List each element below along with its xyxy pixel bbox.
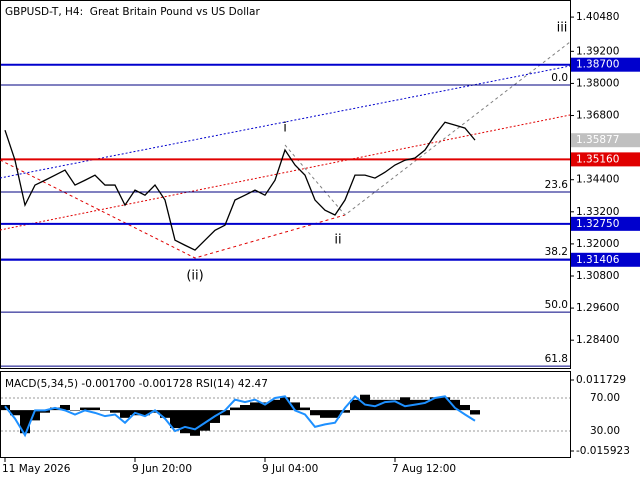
macd-bar [140, 410, 150, 416]
macd-bar [460, 404, 470, 411]
level-box [571, 152, 640, 167]
level-label: 1.32750 [576, 218, 619, 230]
macd-bar [310, 410, 320, 416]
macd-bar [300, 407, 310, 411]
macd-bar [390, 399, 400, 411]
status-text: MACD(5,34,5) [5, 378, 78, 390]
macd-bar [40, 410, 50, 413]
macd-bar [90, 407, 100, 411]
macd-bar [70, 410, 80, 411]
macd-bar [380, 399, 390, 411]
price-line [4, 121, 476, 251]
status-text: -0.001700 [81, 378, 135, 390]
macd-bar [240, 404, 250, 411]
level-box [571, 252, 640, 267]
price-box [571, 133, 640, 148]
channel-line [0, 114, 571, 231]
macd-bar [120, 410, 130, 418]
status-text: -0.001728 [139, 378, 193, 390]
y-tick-label: 1.36800 [576, 110, 619, 122]
rsi-line [4, 394, 476, 438]
level-box [571, 216, 640, 231]
macd-bar [370, 399, 380, 411]
macd-bar [220, 410, 230, 416]
y-tick-label: 1.39200 [576, 45, 619, 57]
wave-label: (ii) [186, 269, 203, 284]
status-text: 42.47 [238, 378, 268, 390]
macd-bar [110, 410, 120, 413]
macd-bar [450, 399, 460, 411]
macd-bar [340, 410, 350, 413]
y-tick-label: 1.40480 [576, 11, 619, 23]
macd-bar [190, 410, 200, 436]
y-tick-label: 0.011729 [576, 374, 626, 386]
y-tick-label: 1.34400 [576, 174, 619, 186]
wave-label: ii [334, 233, 341, 248]
macd-bar [400, 397, 410, 411]
macd-bar [420, 399, 430, 411]
level-label: 1.31406 [576, 254, 620, 266]
y-tick-label: 1.32000 [576, 238, 619, 250]
macd-bar [430, 397, 440, 411]
x-tick-label: 7 Aug 12:00 [392, 463, 456, 475]
macd-bar [200, 410, 210, 431]
chart-title: GBPUSD-T, H4: Great Britain Pound vs US … [5, 6, 260, 18]
wave-line [0, 159, 346, 259]
level-label: 1.35160 [576, 153, 619, 165]
fib-label: 61.8 [545, 353, 568, 365]
status-text: RSI(14) [196, 378, 235, 390]
macd-bar [330, 410, 340, 418]
y-tick-label: -0.015923 [576, 445, 630, 457]
wave-label: i [283, 121, 287, 136]
macd-bar [320, 410, 330, 418]
macd-bar [10, 410, 20, 416]
wave-label: iii [557, 21, 568, 36]
macd-bar [60, 404, 70, 411]
macd-bar [180, 410, 190, 434]
fib-label: 23.6 [545, 179, 569, 191]
price-frame [0, 0, 571, 369]
macd-bar [290, 402, 300, 411]
current-price-label: 1.35877 [576, 134, 619, 146]
macd-bar [170, 410, 180, 429]
level-box [571, 57, 640, 72]
indicator-frame [0, 371, 571, 458]
y2-tick-label: 70.00 [590, 392, 620, 404]
macd-bar [350, 399, 360, 411]
macd-bar [250, 402, 260, 411]
y-tick-label: 1.28400 [576, 334, 619, 346]
fib-label: 0.0 [551, 72, 568, 84]
macd-bar [440, 397, 450, 411]
level-label: 1.38700 [576, 59, 619, 71]
y-tick-label: 1.38000 [576, 77, 619, 89]
x-tick-label: 11 May 2026 [2, 463, 71, 475]
macd-bar [360, 394, 370, 411]
macd-bar [30, 410, 40, 421]
fib-label: 38.2 [545, 246, 568, 258]
macd-bar [100, 410, 110, 411]
macd-bar [470, 410, 480, 415]
macd-bar [230, 407, 240, 411]
y2-tick-label: 30.00 [590, 425, 620, 437]
x-tick-label: 9 Jun 20:00 [132, 463, 192, 475]
macd-bar [280, 397, 290, 411]
wave-line [284, 41, 571, 216]
macd-bar [160, 410, 170, 418]
y-tick-label: 1.29600 [576, 302, 619, 314]
y-tick-label: 1.30800 [576, 270, 619, 282]
fib-label: 50.0 [545, 299, 568, 311]
macd-bar [20, 410, 30, 434]
macd-bar [80, 407, 90, 411]
macd-bar [260, 402, 270, 411]
indicator-status: MACD(5,34,5) -0.001700 -0.001728 RSI(14)… [5, 378, 268, 390]
x-tick-label: 9 Jul 04:00 [262, 463, 318, 475]
y-tick-label: 1.33200 [576, 206, 619, 218]
macd-bar [270, 399, 280, 411]
